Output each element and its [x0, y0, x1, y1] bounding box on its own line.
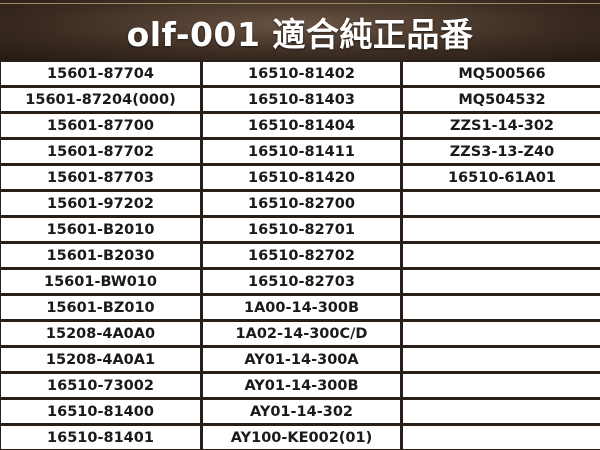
table-cell [403, 374, 600, 397]
table-cell: 15601-87204(000) [1, 88, 200, 111]
table-cell: 16510-81400 [1, 400, 200, 423]
table-cell: 15601-87703 [1, 166, 200, 189]
table-cell: 15208-4A0A1 [1, 348, 200, 371]
table-cell: 16510-82701 [203, 218, 400, 241]
table-cell: 16510-81404 [203, 114, 400, 137]
table-cell: MQ500566 [403, 62, 600, 85]
table-cell: 16510-82703 [203, 270, 400, 293]
table-cell: 16510-82702 [203, 244, 400, 267]
table-cell: 15601-B2010 [1, 218, 200, 241]
table-cell: 15208-4A0A0 [1, 322, 200, 345]
table-cell: 16510-61A01 [403, 166, 600, 189]
table-cell [403, 400, 600, 423]
gold-rule [0, 3, 600, 4]
part-number-table: 15601-87704 16510-81402 MQ500566 15601-8720… [0, 60, 600, 450]
table-cell: AY01-14-300B [203, 374, 400, 397]
table-cell [403, 296, 600, 319]
table-cell: 16510-81420 [203, 166, 400, 189]
table-cell: 16510-82700 [203, 192, 400, 215]
table-cell: 15601-BW010 [1, 270, 200, 293]
table-cell: 16510-81403 [203, 88, 400, 111]
table-cell [403, 426, 600, 449]
table-cell [403, 218, 600, 241]
table-cell [403, 244, 600, 267]
table-cell: 15601-87702 [1, 140, 200, 163]
table-cell: 16510-81411 [203, 140, 400, 163]
table-cell: 15601-87704 [1, 62, 200, 85]
table-cell: 15601-87700 [1, 114, 200, 137]
table-cell: 15601-B2030 [1, 244, 200, 267]
table-cell: 15601-97202 [1, 192, 200, 215]
table-cell [403, 348, 600, 371]
table-cell: AY01-14-302 [203, 400, 400, 423]
table-cell: MQ504532 [403, 88, 600, 111]
table-cell: 15601-BZ010 [1, 296, 200, 319]
table-cell: 1A00-14-300B [203, 296, 400, 319]
page-title: olf-001 適合純正品番 [126, 15, 474, 54]
table-cell: 16510-81402 [203, 62, 400, 85]
table-cell: ZZS3-13-Z40 [403, 140, 600, 163]
table-cell: AY100-KE002(01) [203, 426, 400, 449]
table-cell: AY01-14-300A [203, 348, 400, 371]
table-cell: ZZS1-14-302 [403, 114, 600, 137]
table-cell [403, 322, 600, 345]
table-cell: 16510-81401 [1, 426, 200, 449]
table-cell: 16510-73002 [1, 374, 200, 397]
table-cell [403, 270, 600, 293]
table-cell [403, 192, 600, 215]
table-cell: 1A02-14-300C/D [203, 322, 400, 345]
title-banner: olf-001 適合純正品番 [0, 0, 600, 60]
